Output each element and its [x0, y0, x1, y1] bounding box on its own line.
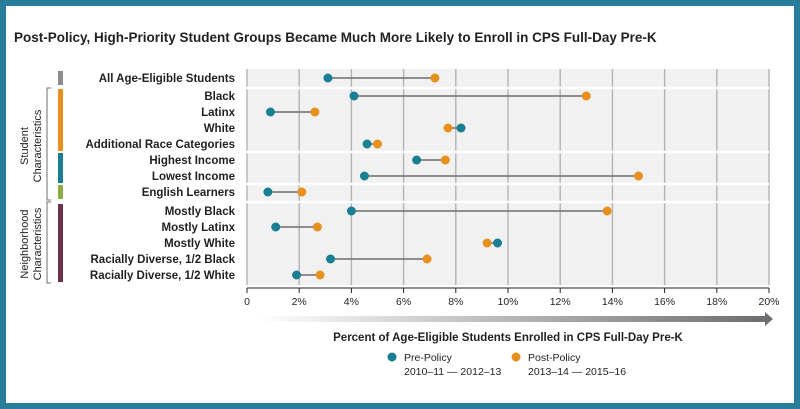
category-label: All Age-Eligible Students — [99, 73, 235, 85]
post-policy-point — [581, 91, 591, 101]
pre-policy-point — [263, 187, 273, 197]
x-tick-label: 16% — [654, 296, 675, 308]
category-label: Latinx — [201, 107, 235, 119]
legend-marker — [511, 352, 521, 362]
chart-title: Post-Policy, High-Priority Student Group… — [14, 30, 657, 45]
pre-policy-point — [359, 171, 369, 181]
group-label: StudentCharacteristics — [19, 109, 44, 182]
post-policy-point — [315, 270, 325, 280]
post-policy-point — [634, 171, 643, 181]
category-label: Racially Diverse, 1/2 White — [90, 270, 235, 282]
x-tick-label: 4% — [344, 296, 359, 308]
category-label: Mostly Latinx — [162, 222, 236, 234]
category-color-band — [58, 89, 63, 151]
post-policy-point — [602, 206, 612, 216]
x-tick-label: 14% — [602, 296, 623, 308]
post-policy-point — [430, 73, 440, 83]
post-policy-point — [312, 222, 322, 232]
x-tick-label: 10% — [497, 296, 518, 308]
pre-policy-point — [292, 270, 302, 280]
category-label: Racially Diverse, 1/2 Black — [91, 254, 236, 266]
category-label: White — [204, 123, 235, 135]
pre-policy-point — [349, 91, 359, 101]
legend-label: Pre-Policy — [404, 352, 453, 364]
category-label: Mostly White — [164, 238, 235, 250]
pre-policy-point — [346, 206, 356, 216]
group-bracket — [46, 87, 51, 201]
pre-policy-point — [493, 238, 503, 248]
pre-policy-point — [456, 123, 466, 133]
category-color-band — [58, 185, 63, 199]
group-bracket — [46, 201, 51, 284]
category-label: Black — [204, 91, 235, 103]
legend-marker — [387, 352, 397, 362]
x-tick-label: 6% — [396, 296, 411, 308]
x-tick-label: 20% — [758, 296, 779, 308]
pre-policy-point — [362, 139, 372, 149]
x-tick-label: 18% — [706, 296, 727, 308]
x-tick-label: 8% — [448, 296, 463, 308]
legend-label: Post-Policy — [528, 352, 581, 364]
legend-sublabel: 2013–14 — 2015–16 — [528, 366, 626, 378]
category-color-band — [58, 153, 63, 183]
post-policy-point — [297, 187, 307, 197]
post-policy-point — [443, 123, 453, 133]
category-color-band — [58, 204, 63, 282]
x-axis-label: Percent of Age-Eligible Students Enrolle… — [333, 332, 683, 344]
x-tick-label: 0 — [244, 296, 250, 308]
axis-direction-arrow — [257, 316, 765, 322]
x-tick-label: 12% — [550, 296, 571, 308]
group-label: NeighborhoodCharacteristics — [19, 207, 44, 280]
post-policy-point — [440, 155, 450, 165]
category-color-band — [58, 71, 63, 85]
pre-policy-point — [323, 73, 333, 83]
pre-policy-point — [326, 254, 336, 264]
post-policy-point — [482, 238, 492, 248]
post-policy-point — [422, 254, 432, 264]
pre-policy-point — [265, 107, 275, 117]
legend-sublabel: 2010–11 — 2012–13 — [404, 366, 501, 378]
axis-arrowhead — [765, 312, 773, 326]
post-policy-point — [373, 139, 382, 149]
category-label: English Learners — [142, 187, 235, 199]
category-label: Mostly Black — [165, 206, 236, 218]
x-tick-label: 2% — [292, 296, 307, 308]
category-label: Highest Income — [149, 155, 235, 167]
category-label: Additional Race Categories — [85, 139, 235, 151]
category-label: Lowest Income — [152, 171, 235, 183]
post-policy-point — [310, 107, 320, 117]
pre-policy-point — [412, 155, 422, 165]
pre-policy-point — [271, 222, 281, 232]
